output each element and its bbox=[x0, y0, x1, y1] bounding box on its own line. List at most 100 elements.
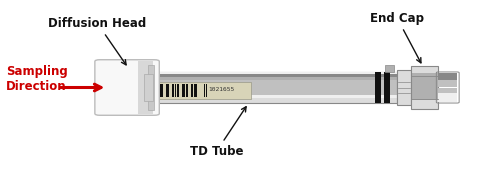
Bar bbox=[177, 84, 179, 97]
Bar bbox=[375, 72, 381, 103]
Bar bbox=[397, 69, 411, 106]
Bar bbox=[411, 88, 438, 90]
Bar bbox=[142, 80, 397, 81]
Bar bbox=[142, 75, 397, 76]
Bar bbox=[411, 106, 438, 109]
Bar bbox=[142, 90, 397, 91]
Bar bbox=[142, 102, 397, 103]
Bar bbox=[152, 84, 153, 97]
Bar bbox=[142, 79, 397, 80]
Text: 1021655: 1021655 bbox=[209, 87, 235, 92]
Bar bbox=[411, 73, 438, 75]
Bar bbox=[191, 84, 193, 97]
Text: TD Tube: TD Tube bbox=[189, 107, 246, 158]
Bar bbox=[438, 85, 457, 86]
Bar bbox=[142, 98, 397, 99]
Bar bbox=[438, 86, 457, 88]
Bar bbox=[438, 80, 457, 82]
Bar bbox=[411, 77, 438, 79]
Bar bbox=[438, 76, 457, 77]
Bar bbox=[411, 79, 438, 81]
Bar bbox=[411, 90, 438, 92]
Bar bbox=[142, 78, 397, 79]
Bar bbox=[142, 96, 397, 97]
Bar bbox=[180, 84, 181, 97]
Bar bbox=[142, 86, 397, 88]
Bar bbox=[438, 96, 457, 98]
Bar bbox=[182, 84, 185, 97]
Bar bbox=[142, 81, 397, 82]
Bar bbox=[411, 96, 438, 98]
Bar bbox=[411, 81, 438, 83]
Bar bbox=[411, 100, 438, 102]
Bar bbox=[142, 99, 397, 100]
Bar bbox=[142, 72, 397, 73]
Bar bbox=[411, 94, 438, 96]
Bar bbox=[411, 75, 438, 77]
Bar bbox=[142, 82, 397, 83]
Bar bbox=[411, 85, 438, 88]
Bar bbox=[438, 89, 457, 90]
Bar bbox=[438, 83, 457, 85]
Text: Sampling
Direction: Sampling Direction bbox=[5, 65, 68, 93]
Bar bbox=[142, 77, 397, 78]
Bar bbox=[411, 66, 438, 109]
Bar bbox=[438, 101, 457, 102]
Bar bbox=[142, 95, 397, 96]
Bar bbox=[174, 84, 176, 97]
Bar bbox=[438, 90, 457, 92]
Bar bbox=[156, 84, 159, 97]
Bar bbox=[169, 84, 171, 97]
Bar bbox=[142, 72, 397, 74]
Bar bbox=[189, 84, 190, 97]
Bar bbox=[438, 79, 457, 80]
Bar bbox=[149, 65, 155, 110]
Bar bbox=[200, 84, 203, 97]
Text: End Cap: End Cap bbox=[370, 12, 424, 63]
Bar bbox=[411, 104, 438, 106]
Bar bbox=[411, 71, 438, 73]
Bar bbox=[204, 84, 205, 97]
Bar bbox=[142, 72, 397, 103]
Bar bbox=[411, 98, 438, 100]
Bar bbox=[438, 82, 457, 83]
Bar bbox=[142, 84, 397, 85]
Bar bbox=[142, 93, 397, 94]
Bar bbox=[438, 98, 457, 99]
Bar bbox=[142, 92, 397, 93]
Bar bbox=[142, 97, 397, 98]
Bar bbox=[142, 94, 397, 95]
Bar bbox=[385, 65, 394, 72]
Bar bbox=[142, 83, 397, 84]
Bar bbox=[208, 84, 210, 97]
Bar bbox=[147, 82, 251, 99]
Bar bbox=[411, 83, 438, 85]
FancyBboxPatch shape bbox=[95, 60, 160, 115]
Bar bbox=[142, 89, 397, 90]
Bar bbox=[164, 84, 165, 97]
Bar bbox=[438, 95, 457, 96]
Bar bbox=[171, 84, 173, 97]
Bar bbox=[138, 61, 153, 114]
Bar bbox=[438, 88, 457, 89]
Bar bbox=[150, 84, 151, 97]
Bar bbox=[154, 84, 155, 97]
Bar bbox=[206, 84, 207, 97]
Bar bbox=[142, 100, 397, 101]
Bar bbox=[411, 92, 438, 94]
Bar bbox=[438, 74, 457, 76]
Bar bbox=[194, 84, 197, 97]
Bar bbox=[438, 93, 457, 95]
Bar bbox=[142, 85, 397, 86]
Bar bbox=[186, 84, 188, 97]
Bar bbox=[142, 74, 397, 75]
Bar bbox=[160, 84, 163, 97]
Bar bbox=[438, 92, 457, 93]
Bar bbox=[166, 84, 168, 97]
Bar bbox=[142, 101, 397, 102]
Bar bbox=[142, 91, 397, 92]
Bar bbox=[438, 73, 457, 74]
Bar bbox=[411, 69, 438, 71]
Bar bbox=[411, 102, 438, 104]
Bar bbox=[384, 72, 390, 103]
